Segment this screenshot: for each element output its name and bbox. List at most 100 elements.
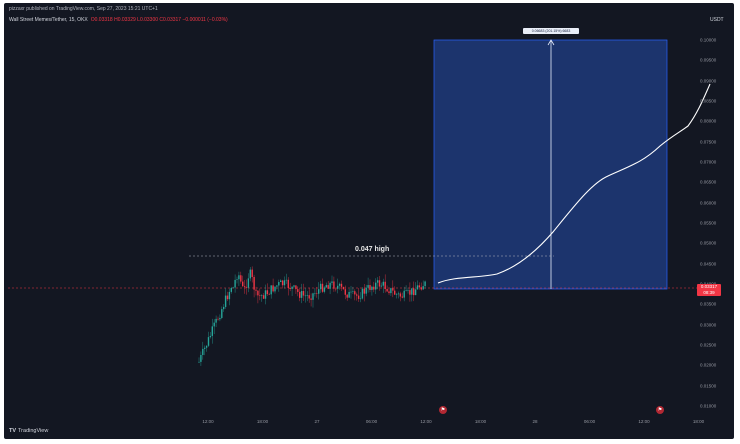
candle-body — [245, 286, 248, 288]
candle-body — [331, 281, 333, 283]
time-tick-label: 12:00 — [420, 419, 432, 424]
candle-body — [344, 289, 346, 295]
candle-body — [223, 306, 225, 310]
candle-body — [384, 281, 386, 289]
tradingview-logo: TV TradingView — [9, 428, 48, 434]
candle-body — [401, 296, 403, 298]
tradingview-logo-icon: TV — [9, 428, 17, 434]
candle-body — [361, 288, 364, 299]
candle-body — [369, 285, 371, 290]
projection-box — [433, 39, 668, 290]
time-tick-label: 27 — [314, 419, 320, 424]
candle-body — [205, 345, 208, 348]
candlestick-series — [198, 266, 426, 366]
price-tick-label: 0.09000 — [700, 78, 717, 84]
candle-body — [413, 288, 415, 296]
candle-body — [395, 294, 398, 295]
price-tick-label: 0.01500 — [700, 383, 717, 389]
candle-body — [266, 290, 269, 295]
candle-body — [380, 285, 383, 287]
candle-body — [308, 295, 310, 299]
price-tick-label: 0.04500 — [700, 261, 717, 267]
candle-body — [230, 287, 232, 292]
candle-body — [264, 290, 267, 299]
current-price-time: 08:39 — [703, 290, 715, 295]
candle-body — [327, 285, 329, 289]
candle-body — [365, 287, 367, 294]
candle-body — [215, 318, 217, 323]
candle-body — [420, 287, 422, 290]
price-tick-label: 0.03500 — [700, 301, 717, 307]
current-price-value: 0.03317 — [700, 284, 718, 289]
candle-body — [386, 288, 388, 292]
arrow-head — [547, 39, 555, 46]
candle-body — [221, 309, 223, 318]
candle-body — [418, 285, 421, 288]
candle-body — [352, 291, 354, 292]
price-tick-label: 0.08000 — [700, 118, 717, 124]
candle-body — [409, 290, 411, 295]
candle-body — [232, 287, 234, 289]
price-tick-label: 0.02500 — [700, 342, 717, 348]
price-tick-label: 0.02000 — [700, 362, 717, 368]
price-tick-label: 0.06000 — [700, 200, 717, 206]
candle-body — [312, 293, 314, 300]
price-tick-label: 0.01000 — [700, 403, 717, 409]
candle-body — [348, 291, 350, 298]
candle-body — [261, 295, 263, 296]
candle-body — [367, 285, 369, 288]
time-tick-label: 18:00 — [256, 419, 269, 424]
high-annotation: 0.047 high — [355, 246, 390, 253]
candle-body — [357, 295, 360, 299]
price-tick-label: 0.07500 — [700, 139, 717, 145]
candle-body — [310, 298, 312, 300]
currency-label: USDT — [710, 17, 724, 23]
event-flag-icon[interactable]: ⚑ — [656, 406, 664, 414]
candle-body — [198, 361, 200, 363]
candle-body — [359, 298, 362, 300]
event-flag-icon[interactable]: ⚑ — [439, 406, 447, 414]
candle-body — [350, 291, 352, 293]
candle-body — [255, 289, 257, 291]
candle-body — [407, 290, 409, 291]
candle-body — [378, 280, 381, 287]
symbol-legend[interactable]: Wall Street Memes/Tether, 15, OKX O0.0331… — [9, 17, 228, 23]
candle-body — [278, 282, 280, 286]
time-tick-label: 12:00 — [638, 419, 650, 424]
candle-body — [200, 354, 202, 362]
candle-body — [316, 293, 318, 294]
range-measure-label: 0.06683 (201.15%) 6683 — [523, 28, 579, 34]
price-tick-label: 0.06500 — [700, 179, 717, 185]
candle-body — [399, 293, 402, 297]
candle-body — [262, 295, 265, 299]
candle-body — [319, 283, 322, 290]
time-tick-label: 06:00 — [365, 419, 378, 424]
candle-body — [228, 291, 231, 300]
candle-body — [224, 295, 227, 307]
candle-body — [289, 288, 291, 289]
candle-body — [414, 289, 417, 296]
candle-body — [276, 285, 278, 287]
candle-body — [253, 276, 255, 290]
candle-body — [280, 280, 282, 283]
candle-body — [346, 294, 348, 298]
time-tick-label: 18:00 — [474, 419, 487, 424]
time-tick-label: 06:00 — [583, 419, 596, 424]
candle-body — [251, 269, 253, 277]
candle-body — [354, 291, 356, 295]
candle-body — [392, 288, 394, 291]
candle-body — [209, 335, 212, 338]
candle-body — [318, 289, 320, 294]
candle-body — [337, 285, 339, 289]
candle-body — [382, 281, 384, 286]
candle-body — [306, 295, 308, 296]
candle-body — [219, 317, 221, 320]
candle-body — [234, 279, 236, 288]
candle-body — [295, 285, 297, 290]
candle-body — [329, 282, 331, 289]
price-tick-label: 0.05500 — [700, 220, 717, 226]
candle-body — [300, 291, 303, 298]
candle-body — [416, 285, 419, 290]
candle-body — [236, 279, 238, 280]
